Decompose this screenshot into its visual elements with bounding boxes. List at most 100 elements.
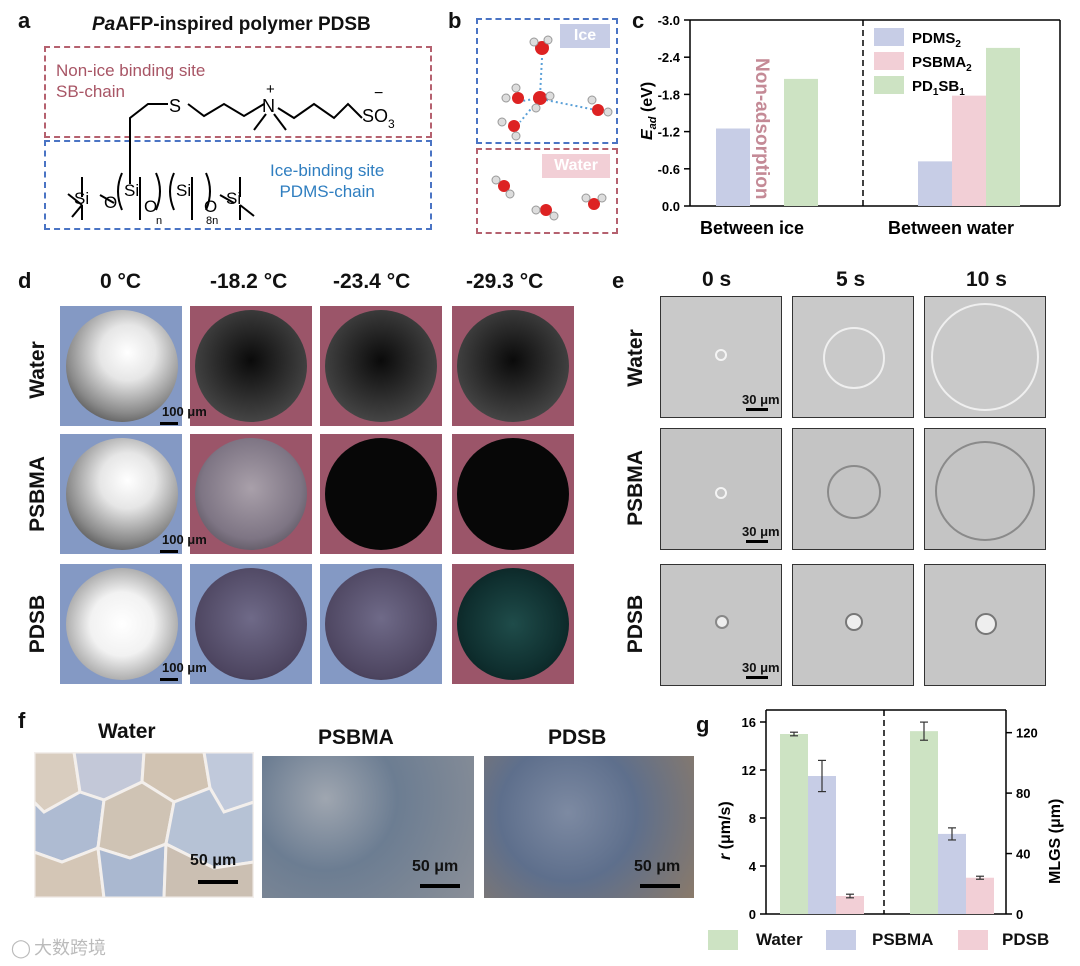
d-tile-psbma-0 — [60, 434, 182, 554]
svg-text:Si: Si — [124, 181, 139, 200]
f-scalebar-pdsb — [640, 884, 680, 888]
f-scale-psbma: 50 μm — [412, 858, 459, 875]
e-col-1: 5 s — [836, 268, 866, 291]
bar-left-pdsb — [836, 896, 864, 914]
e-tile-water-2 — [924, 296, 1046, 418]
chart-g-right-ytick-label: 0 — [1016, 907, 1023, 922]
bar-pd1sb1-0 — [784, 78, 818, 206]
panel-label-b: b — [448, 8, 462, 33]
f-scale-pdsb: 50 μm — [634, 858, 681, 875]
errorbar-left-water — [790, 731, 798, 737]
pdsb-structure: S N + SO 3 − Si O Si O n Si O 8n Si — [67, 81, 395, 227]
svg-text:O: O — [204, 197, 217, 216]
bar-pd1sb1-1 — [986, 47, 1020, 207]
e-tile-water-0 — [660, 296, 782, 418]
d-tile-psbma-1 — [190, 434, 312, 554]
panel-label-a: a — [18, 8, 31, 33]
d-scale-1: 100 μm — [162, 404, 207, 419]
chart-g-right-ytick-label: 80 — [1016, 786, 1030, 801]
svg-text:Si: Si — [74, 189, 89, 208]
e-col-2: 10 s — [966, 268, 1007, 291]
water-box — [476, 148, 618, 234]
svg-text:N: N — [262, 96, 275, 116]
errorbar-right-pdsb — [976, 875, 984, 880]
e-tile-psbma-2 — [924, 428, 1046, 550]
bar-pdms2-0 — [716, 128, 750, 206]
panel-label-d: d — [18, 268, 32, 293]
legend-swatch-pd1sb1 — [874, 76, 904, 94]
g-legend-pdsb: PDSB — [1002, 930, 1050, 949]
svg-text:Si: Si — [226, 189, 241, 208]
e-scalebar-2 — [746, 540, 768, 543]
bar-left-psbma — [808, 776, 836, 914]
g-legend-water: Water — [756, 930, 803, 949]
ice-box — [476, 18, 618, 144]
e-tile-psbma-0 — [660, 428, 782, 550]
g-legend-swatch-pdsb — [958, 930, 988, 950]
e-row-psbma: PSBMA — [624, 450, 647, 526]
e-tile-psbma-1 — [792, 428, 914, 550]
chart-c-ytick-label: -2.4 — [658, 50, 681, 65]
ice-binding-label: Ice-binding site PDMS-chain — [270, 161, 385, 201]
d-col-2: -23.4 °C — [333, 270, 411, 293]
molecule-diagram — [491, 35, 613, 221]
svg-text:3: 3 — [388, 117, 395, 131]
e-row-pdsb: PDSB — [624, 594, 647, 654]
e-tile-water-1 — [792, 296, 914, 418]
bar-left-water — [780, 734, 808, 914]
d-row-psbma: PSBMA — [26, 456, 49, 532]
chart-g-left-ytick-label: 4 — [749, 859, 757, 874]
chart-g: 0 4 8 12 16 0 40 80 120 r (μm/s) MLGS (μm) — [717, 709, 1064, 922]
e-scale-3: 30 μm — [742, 660, 780, 675]
svg-text:n: n — [156, 215, 162, 227]
panel-a-title: PaAFP-inspired polymer PDSB — [92, 14, 371, 35]
d-tile-pdsb-0 — [60, 564, 182, 684]
legend-pd1sb1: PD1SB1 — [912, 78, 965, 98]
chart-c-ytick-label: -0.6 — [658, 162, 680, 177]
chart-g-left-ytick-label: 8 — [749, 811, 756, 826]
d-scalebar-2 — [160, 550, 178, 553]
f-title-psbma: PSBMA — [318, 726, 394, 749]
ice-binding-box — [44, 140, 432, 230]
d-tile-water-0 — [60, 306, 182, 426]
d-tile-psbma-3 — [452, 434, 574, 554]
bar-psbma2-1 — [952, 95, 986, 206]
group-label-water: Between water — [888, 218, 1014, 238]
chart-g-ylabel-right: MLGS (μm) — [1047, 799, 1064, 884]
d-tile-pdsb-2 — [320, 564, 442, 684]
g-legend-psbma: PSBMA — [872, 930, 934, 949]
svg-text:S: S — [169, 96, 181, 116]
watermark: ◯ 大数跨境 — [8, 934, 106, 960]
svg-text:8n: 8n — [206, 215, 218, 227]
f-image-psbma — [262, 756, 474, 898]
non-adsorption-label: Non-adsorption — [751, 58, 772, 199]
d-col-0: 0 °C — [100, 270, 142, 293]
bar-right-water — [910, 731, 938, 914]
f-title-pdsb: PDSB — [548, 726, 607, 749]
d-tile-pdsb-3 — [452, 564, 574, 684]
d-row-pdsb: PDSB — [26, 594, 49, 654]
svg-text:+: + — [266, 81, 275, 98]
d-scale-3: 100 μm — [162, 660, 207, 675]
chart-g-right-ytick-label: 40 — [1016, 847, 1030, 862]
panel-label-g: g — [696, 712, 710, 737]
g-legend-swatch-water — [708, 930, 738, 950]
panel-label-c: c — [632, 8, 645, 33]
e-tile-pdsb-2 — [924, 564, 1046, 686]
chart-g-left-ytick-label: 12 — [742, 763, 756, 778]
watermark-logo-icon: ◯ — [10, 938, 32, 958]
d-tile-water-2 — [320, 306, 442, 426]
errorbar-left-pdsb — [846, 893, 854, 899]
water-label: Water — [542, 154, 610, 178]
e-row-water: Water — [624, 329, 647, 387]
errorbar-right-water — [920, 721, 928, 741]
non-ice-binding-box — [44, 46, 432, 138]
d-col-1: -18.2 °C — [210, 270, 288, 293]
g-legend-swatch-psbma — [826, 930, 856, 950]
svg-text:SO: SO — [362, 106, 388, 126]
d-scalebar-3 — [160, 678, 178, 681]
chart-g-left-ytick-label: 16 — [742, 715, 756, 730]
legend-psbma2: PSBMA2 — [912, 54, 972, 74]
group-label-ice: Between ice — [700, 218, 804, 238]
d-tile-psbma-2 — [320, 434, 442, 554]
